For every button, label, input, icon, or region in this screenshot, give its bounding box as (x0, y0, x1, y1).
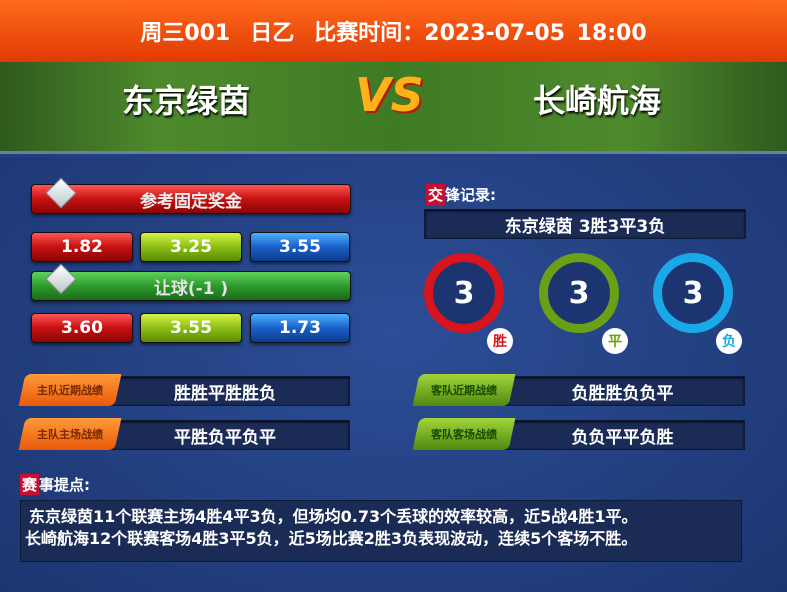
home-home-tag: 主队主场战绩 (18, 418, 122, 450)
tips-box: 东京绿茵11个联赛主场4胜4平3负，但场均0.73个丢球的效率较高，近5战4胜1… (20, 500, 742, 562)
away-recent-form: 负胜胜负负平 (500, 376, 745, 406)
match-header: 周三001 日乙 比赛时间：2023-07-05 18:00 (0, 0, 787, 62)
pitch-banner (0, 62, 787, 154)
home-recent-tag: 主队近期战绩 (18, 374, 122, 406)
draw-badge: 平 (602, 328, 628, 354)
handicap-title-text: 让球(-1 ) (153, 278, 229, 299)
odds-draw[interactable]: 3.25 (140, 232, 242, 262)
home-recent-tag-text: 主队近期战绩 (37, 384, 103, 397)
odds-lose[interactable]: 3.55 (250, 232, 350, 262)
away-recent-tag: 客队近期战绩 (412, 374, 516, 406)
h2h-summary: 东京绿茵 3胜3平3负 (424, 209, 746, 239)
win-badge: 胜 (487, 328, 513, 354)
match-number: 周三001 (140, 21, 231, 46)
handicap-draw[interactable]: 3.55 (140, 313, 242, 343)
tips-heading: 赛事提点: (20, 474, 90, 495)
home-team: 东京绿茵 (122, 82, 251, 120)
h2h-win-count: 3 (453, 275, 475, 311)
match-time: 比赛时间：2023-07-05 18:00 (314, 21, 647, 46)
handicap-win[interactable]: 3.60 (31, 313, 133, 343)
h2h-loss-count: 3 (682, 275, 704, 311)
tips-line-away: 长崎航海12个联赛客场4胜3平5负，近5场比赛2胜3负表现波动，连续5个客场不胜… (25, 529, 638, 548)
away-team: 长崎航海 (533, 82, 662, 120)
h2h-draw-ring: 3 (539, 253, 619, 333)
away-recent-tag-text: 客队近期战绩 (431, 384, 497, 397)
h2h-win-ring: 3 (424, 253, 504, 333)
home-home-form: 平胜负平负平 (100, 420, 350, 450)
h2h-mark: 交 (426, 184, 446, 205)
away-away-tag-text: 客队客场战绩 (431, 428, 497, 441)
tips-mark: 赛 (20, 474, 40, 495)
home-home-tag-text: 主队主场战绩 (37, 428, 103, 441)
h2h-loss-ring: 3 (653, 253, 733, 333)
handicap-lose[interactable]: 1.73 (250, 313, 350, 343)
away-away-form: 负负平平负胜 (500, 420, 745, 450)
h2h-heading: 交锋记录: (426, 184, 496, 205)
loss-badge: 负 (716, 328, 742, 354)
h2h-draw-count: 3 (568, 275, 590, 311)
home-recent-form: 胜胜平胜胜负 (100, 376, 350, 406)
odds-win[interactable]: 1.82 (31, 232, 133, 262)
tips-line-home: 东京绿茵11个联赛主场4胜4平3负，但场均0.73个丢球的效率较高，近5战4胜1… (29, 507, 638, 526)
vs-logo: VS (355, 68, 424, 122)
league: 日乙 (250, 21, 295, 46)
handicap-title: 让球(-1 ) (31, 271, 351, 301)
away-away-tag: 客队客场战绩 (412, 418, 516, 450)
fixed-odds-title-text: 参考固定奖金 (140, 191, 242, 212)
h2h-title: 锋记录: (445, 186, 497, 204)
fixed-odds-title: 参考固定奖金 (31, 184, 351, 214)
tips-title: 事提点: (39, 476, 91, 494)
